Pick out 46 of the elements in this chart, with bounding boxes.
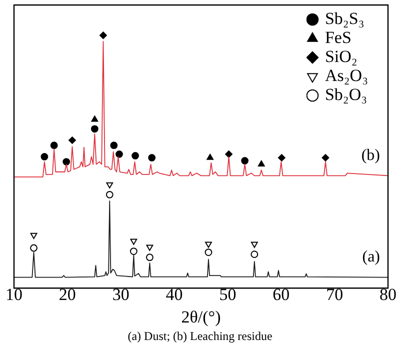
point: [106, 182, 114, 188]
x-tick-label: 80: [380, 284, 396, 304]
point: [241, 157, 249, 164]
point: [250, 250, 258, 258]
point: [130, 238, 138, 245]
x-tick-label: 10: [6, 284, 22, 304]
x-tick-label: 20: [58, 284, 76, 304]
point: [146, 244, 154, 251]
legend-label: As₂O₃: [324, 66, 368, 85]
point: [206, 154, 214, 160]
point: [225, 150, 232, 158]
point: [148, 154, 156, 162]
x-tick-label: 40: [166, 284, 183, 304]
text: (a) Dust; (b) Leaching residue: [128, 329, 272, 344]
point: [204, 248, 212, 256]
x-tick-label: 50: [219, 284, 236, 304]
point: [30, 244, 38, 252]
point: [258, 160, 265, 166]
legend-label: SiO₂: [324, 46, 358, 66]
point: [146, 254, 154, 262]
point: [50, 142, 58, 150]
point: [278, 154, 286, 162]
point: [40, 153, 48, 160]
series-label: (b): [361, 146, 380, 164]
point: [132, 152, 139, 160]
point: [116, 150, 123, 158]
legend-label: FeS: [324, 28, 352, 47]
x-tick-label: 70: [326, 284, 344, 304]
series-label: (a): [362, 248, 380, 266]
point: [250, 242, 258, 248]
point: [100, 32, 107, 40]
x-axis-title: 2θ/(°): [181, 307, 221, 326]
point: [91, 116, 98, 122]
point: [62, 158, 70, 166]
point: [130, 248, 138, 255]
point: [90, 125, 98, 133]
point: [68, 136, 76, 144]
point: [106, 190, 114, 198]
legend-label: Sb₂S₃: [324, 8, 364, 28]
point: [205, 242, 212, 248]
point: [110, 142, 118, 150]
x-tick-label: 30: [112, 284, 130, 304]
point: [322, 154, 330, 162]
x-tick-label: 60: [272, 284, 290, 304]
point: [30, 232, 38, 239]
legend-label: Sb₂O₃: [324, 84, 368, 104]
